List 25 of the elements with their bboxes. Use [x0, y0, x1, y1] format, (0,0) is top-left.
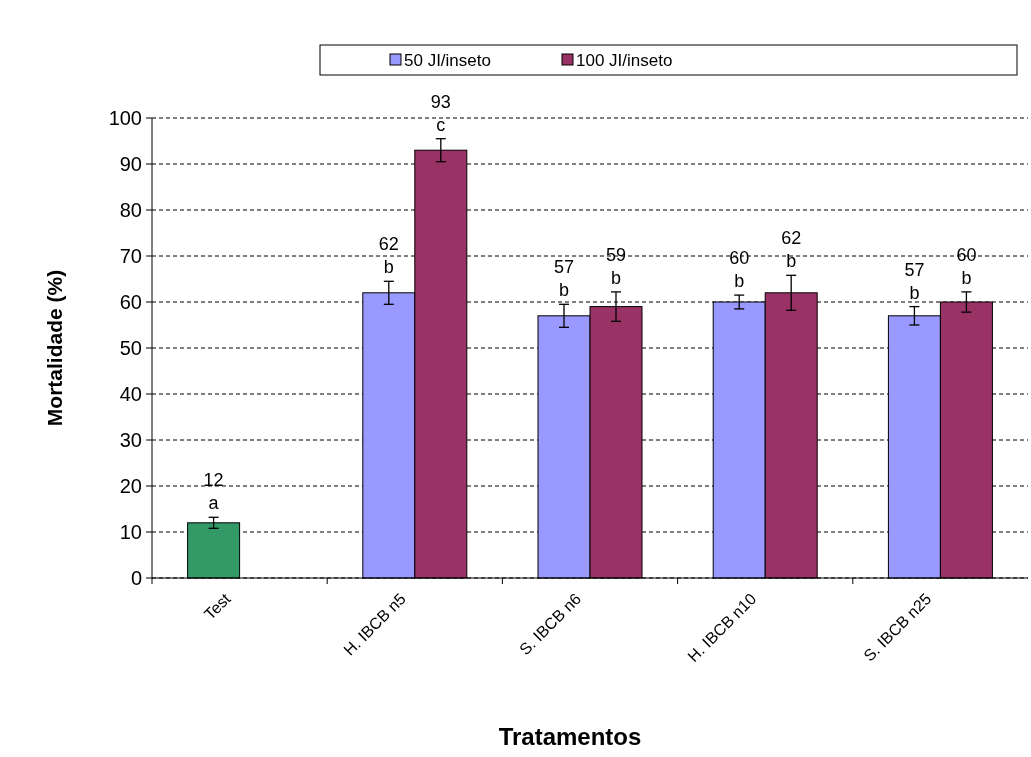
data-label: 62 b [378, 234, 399, 278]
y-tick-label: 0 [130, 567, 142, 589]
y-tick-label: 60 [119, 291, 142, 313]
data-label: 60 b [956, 244, 977, 288]
data-label: 12 a [203, 470, 224, 514]
data-label: 62 b [781, 228, 802, 272]
data-label: 93 c [430, 91, 451, 135]
x-tick-label: Test [200, 589, 235, 623]
y-tick-label: 20 [119, 475, 142, 497]
y-tick-label: 90 [119, 153, 142, 175]
y-tick-label: 30 [119, 429, 142, 451]
data-label: 57 b [553, 257, 575, 301]
y-tick-label: 100 [108, 107, 142, 129]
data-label: 57 b [904, 259, 925, 303]
x-axis-title: Tratamentos [498, 723, 642, 750]
legend-label: 50 JI/inseto [404, 51, 491, 70]
legend-label: 100 JI/inseto [576, 51, 673, 70]
y-tick-label: 40 [119, 383, 142, 405]
data-label: 59 b [605, 244, 627, 288]
y-tick-label: 50 [119, 337, 142, 359]
data-label: 60 b [729, 248, 750, 292]
y-tick-label: 10 [119, 521, 142, 543]
y-tick-label: 70 [119, 245, 142, 267]
y-axis-title: Mortalidade (%) [43, 269, 66, 427]
y-tick-label: 80 [119, 199, 142, 221]
